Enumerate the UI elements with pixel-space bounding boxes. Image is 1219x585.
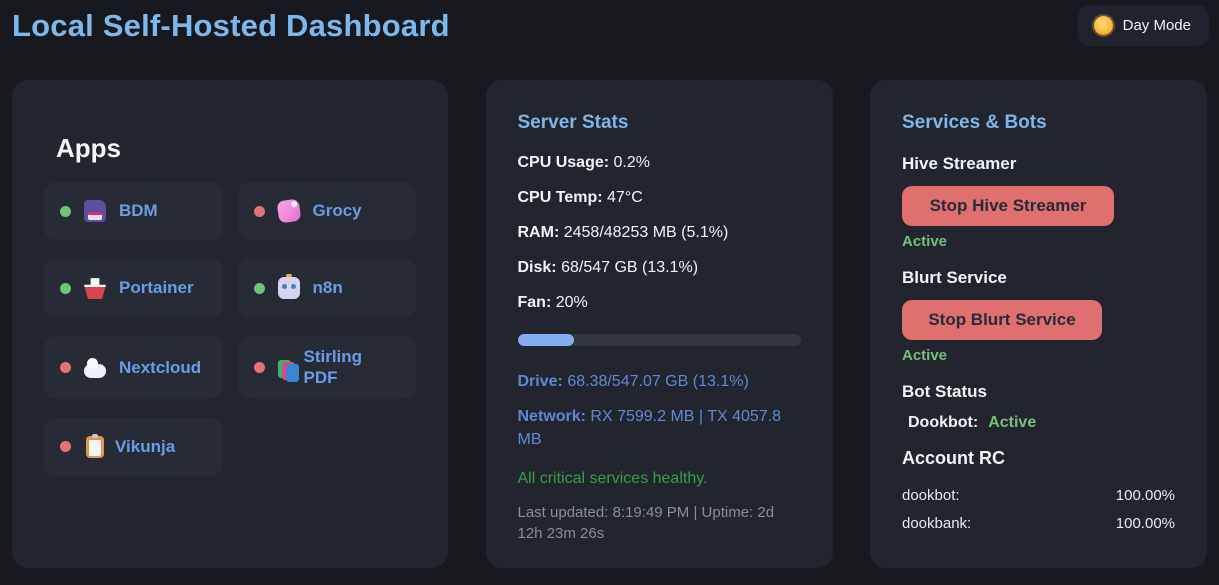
- app-link-grocy[interactable]: Grocy: [237, 182, 416, 240]
- server-stats-card: Server Stats CPU Usage: 0.2% CPU Temp: 4…: [485, 80, 833, 568]
- stat-label: Disk:: [517, 259, 557, 276]
- usage-progress-bar: [517, 334, 801, 346]
- cpu-usage-stat: CPU Usage: 0.2%: [518, 154, 801, 172]
- soap-icon: [276, 198, 301, 224]
- fan-stat: Fan: 20%: [518, 294, 801, 312]
- blurt-service-status: Active: [902, 347, 948, 364]
- stat-value: 0.2%: [613, 154, 650, 171]
- app-link-n8n[interactable]: n8n: [237, 259, 416, 317]
- cloud-icon: [84, 358, 106, 379]
- app-label: BDM: [119, 201, 158, 221]
- stat-label: CPU Usage:: [517, 154, 610, 171]
- rc-value: 100.00%: [1115, 515, 1175, 532]
- app-label: Vikunja: [115, 436, 176, 456]
- drive-stat: Drive: 68.38/547.07 GB (13.1%): [518, 370, 801, 393]
- network-stat: Network: RX 7599.2 MB | TX 4057.8 MB: [518, 405, 801, 451]
- apps-heading: Apps: [56, 133, 121, 163]
- robot-icon: [277, 274, 300, 299]
- bot-status-heading: Bot Status: [902, 382, 987, 401]
- stat-label: Network:: [517, 408, 586, 426]
- day-mode-toggle-button[interactable]: Day Mode: [1077, 5, 1209, 46]
- services-heading: Services & Bots: [902, 112, 1047, 133]
- app-label: Nextcloud: [119, 357, 202, 377]
- hive-streamer-status: Active: [902, 233, 948, 250]
- account-rc-heading: Account RC: [902, 448, 1005, 468]
- stat-value: 2458/48253 MB (5.1%): [563, 224, 729, 241]
- status-dot: [60, 282, 71, 294]
- sun-icon: [1093, 16, 1113, 35]
- app-link-vikunja[interactable]: Vikunja: [44, 417, 223, 476]
- stat-value: RX 7599.2 MB | TX 4057.8 MB: [517, 408, 782, 449]
- page-header: Local Self-Hosted Dashboard Day Mode: [0, 0, 1219, 80]
- books-icon: [277, 360, 299, 383]
- service-name-blurt-service: Blurt Service: [902, 268, 1007, 287]
- rc-value: 100.00%: [1115, 487, 1175, 504]
- rc-row-dookbank: dookbank: 100.00%: [902, 515, 1175, 532]
- page-title: Local Self-Hosted Dashboard: [12, 8, 450, 43]
- stat-value: 20%: [555, 294, 588, 311]
- status-dot: [253, 205, 265, 217]
- stat-value: 68/547 GB (13.1%): [561, 259, 699, 276]
- clipboard-icon: [86, 433, 104, 458]
- status-dot: [253, 282, 265, 294]
- rc-row-dookbot: dookbot: 100.00%: [902, 487, 1175, 504]
- stat-label: RAM:: [517, 224, 560, 241]
- floppy-disk-icon: [84, 200, 106, 222]
- ram-stat: RAM: 2458/48253 MB (5.1%): [518, 224, 801, 242]
- rc-account: dookbank:: [902, 515, 972, 532]
- app-label: n8n: [312, 278, 343, 298]
- ship-icon: [84, 278, 106, 299]
- status-dot: [60, 361, 71, 373]
- status-dot: [60, 205, 71, 217]
- stat-label: Drive:: [517, 373, 563, 390]
- status-dot: [60, 441, 71, 452]
- rc-account: dookbot:: [902, 487, 960, 504]
- day-mode-label: Day Mode: [1122, 17, 1191, 34]
- server-stats-heading: Server Stats: [517, 112, 629, 133]
- app-link-nextcloud[interactable]: Nextcloud: [44, 336, 223, 399]
- app-label: Portainer: [119, 278, 194, 298]
- apps-card: Apps BDM Grocy Portainer n8n: [12, 80, 448, 568]
- dookbot-status-line: Dookbot: Active: [902, 414, 1175, 432]
- cpu-temp-stat: CPU Temp: 47°C: [518, 189, 801, 207]
- status-dot: [253, 361, 265, 373]
- apps-grid: BDM Grocy Portainer n8n Nextcloud: [44, 182, 416, 476]
- services-card: Services & Bots Hive Streamer Stop Hive …: [870, 80, 1207, 568]
- service-name-hive-streamer: Hive Streamer: [902, 154, 1017, 173]
- disk-stat: Disk: 68/547 GB (13.1%): [518, 259, 801, 277]
- stat-label: CPU Temp:: [517, 189, 603, 206]
- stat-value: 47°C: [607, 189, 643, 206]
- app-label: Stirling PDF: [303, 347, 363, 388]
- bot-label: Dookbot:: [908, 414, 979, 431]
- stop-hive-streamer-button[interactable]: Stop Hive Streamer: [902, 186, 1114, 226]
- app-link-bdm[interactable]: BDM: [44, 182, 223, 240]
- stat-label: Fan:: [517, 294, 552, 311]
- app-link-portainer[interactable]: Portainer: [44, 259, 223, 317]
- app-link-stirling-pdf[interactable]: Stirling PDF: [237, 336, 416, 399]
- last-updated-text: Last updated: 8:19:49 PM | Uptime: 2d 12…: [517, 503, 775, 543]
- health-status-message: All critical services healthy.: [517, 469, 708, 487]
- app-label: Grocy: [312, 201, 362, 221]
- stop-blurt-service-button[interactable]: Stop Blurt Service: [902, 300, 1102, 340]
- usage-progress-fill: [517, 334, 575, 346]
- stat-value: 68.38/547.07 GB (13.1%): [567, 373, 749, 390]
- bot-status-value: Active: [988, 414, 1037, 431]
- cards-row: Apps BDM Grocy Portainer n8n: [12, 80, 1207, 568]
